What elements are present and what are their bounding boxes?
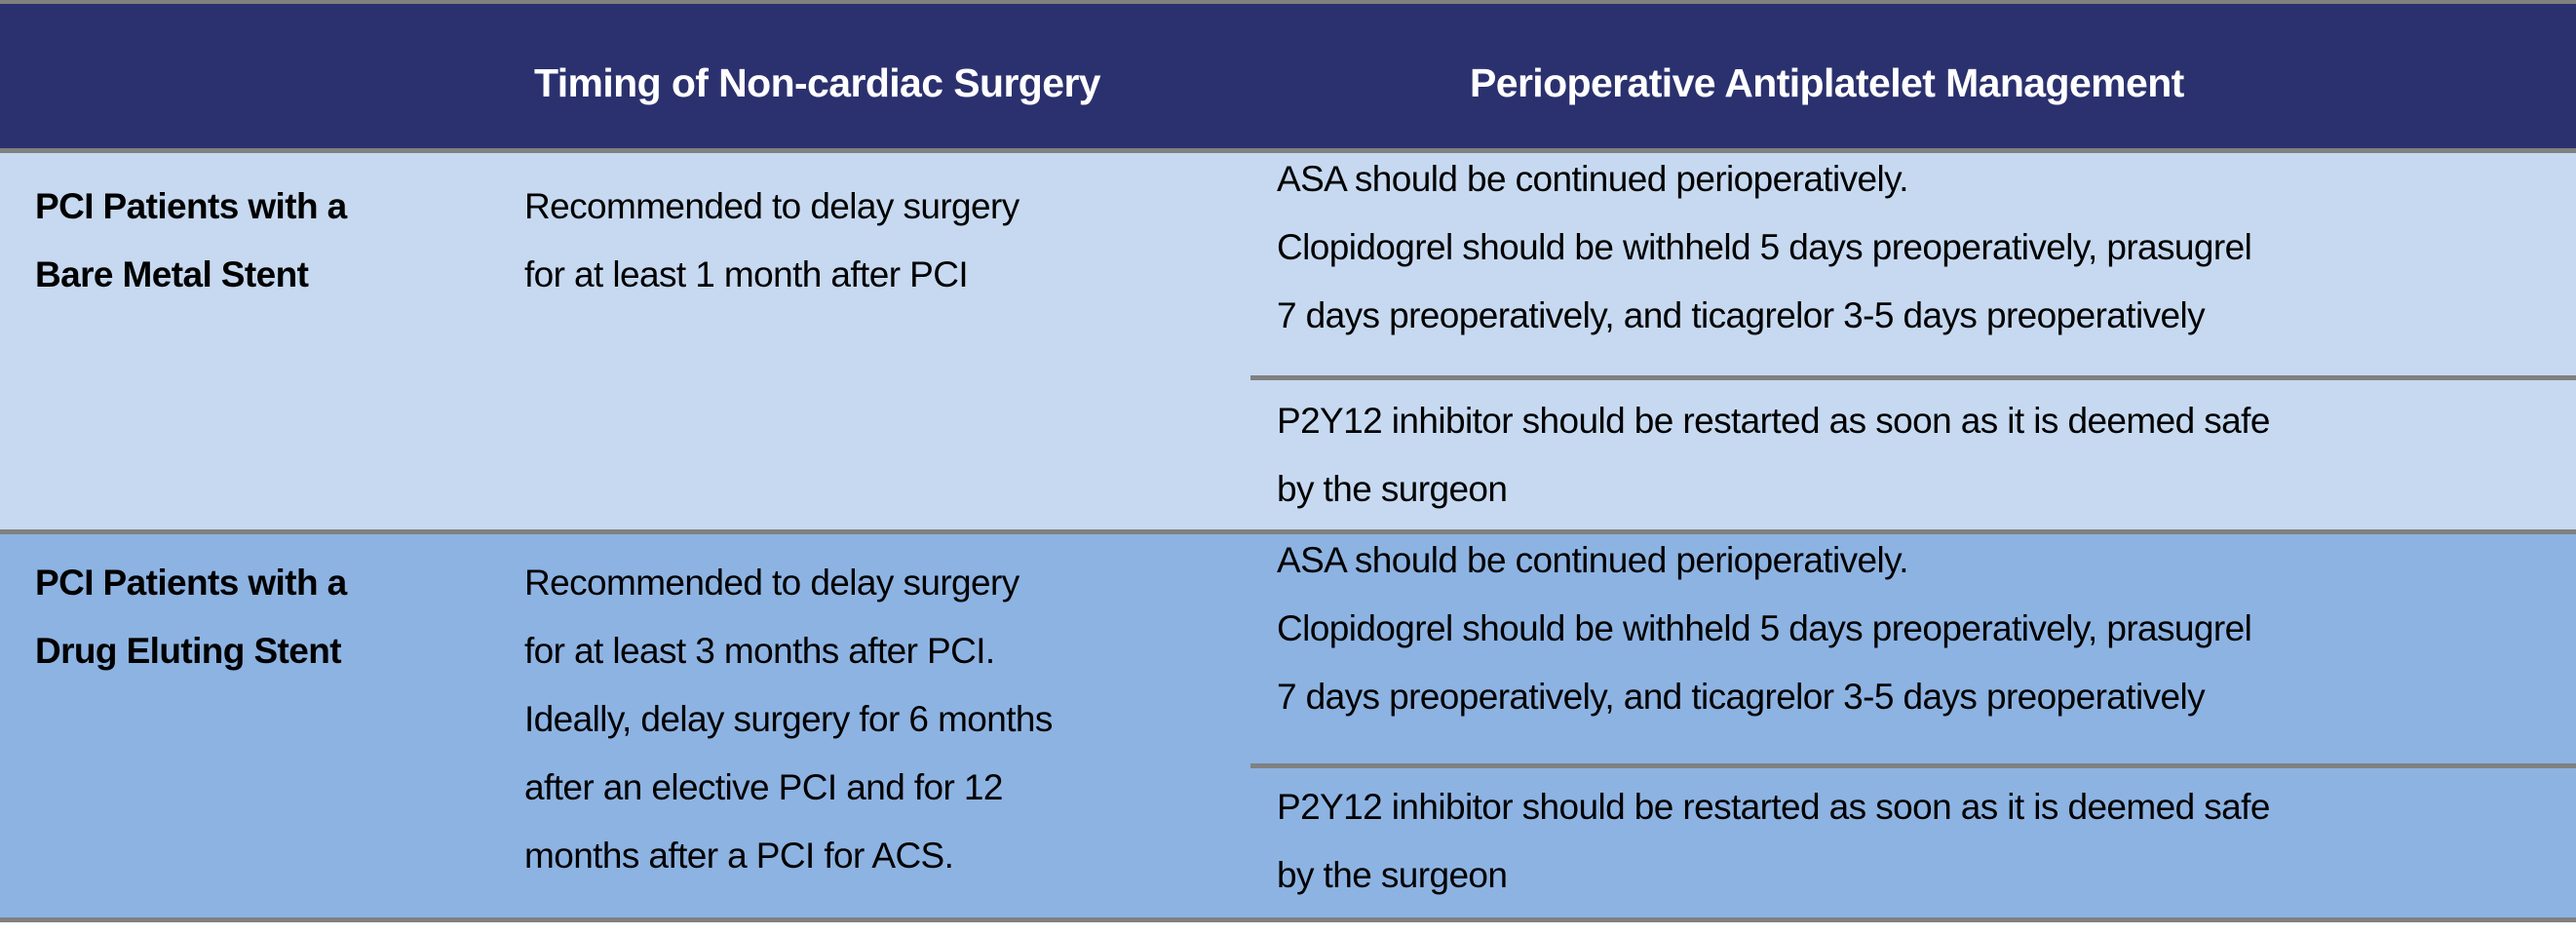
- management-line: P2Y12 inhibitor should be restarted as s…: [1277, 401, 2270, 441]
- timing-line: Recommended to delay surgery: [524, 563, 1019, 603]
- timing-cell: Recommended to delay surgery for at leas…: [524, 173, 1019, 309]
- management-line: 7 days preoperatively, and ticagrelor 3-…: [1277, 677, 2206, 717]
- management-line: by the surgeon: [1277, 469, 1508, 509]
- subrow-border: [1250, 763, 2576, 768]
- table-row-drug-eluting-stent: PCI Patients with a Drug Eluting Stent R…: [0, 534, 2576, 922]
- label-line: Bare Metal Stent: [35, 254, 309, 294]
- management-line: P2Y12 inhibitor should be restarted as s…: [1277, 787, 2270, 827]
- management-cell-hold: ASA should be continued perioperatively.…: [1277, 145, 2252, 350]
- management-line: Clopidogrel should be withheld 5 days pr…: [1277, 608, 2252, 648]
- label-line: PCI Patients with a: [35, 563, 347, 603]
- label-line: Drug Eluting Stent: [35, 631, 342, 671]
- management-cell-hold: ASA should be continued perioperatively.…: [1277, 526, 2252, 731]
- timing-cell: Recommended to delay surgery for at leas…: [524, 549, 1053, 890]
- header-timing: Timing of Non-cardiac Surgery: [534, 60, 1101, 105]
- timing-line: months after a PCI for ACS.: [524, 836, 954, 876]
- timing-line: Ideally, delay surgery for 6 months: [524, 699, 1053, 739]
- table-top-border: [0, 0, 2576, 4]
- row-label: PCI Patients with a Bare Metal Stent: [35, 173, 347, 309]
- timing-line: for at least 1 month after PCI: [524, 254, 969, 294]
- header-management: Perioperative Antiplatelet Management: [1470, 60, 2184, 105]
- timing-line: after an elective PCI and for 12: [524, 767, 1003, 807]
- table-header: Timing of Non-cardiac Surgery Perioperat…: [0, 4, 2576, 153]
- management-line: ASA should be continued perioperatively.: [1277, 540, 1909, 580]
- table-bottom-border: [0, 917, 2576, 922]
- table-row-bare-metal-stent: PCI Patients with a Bare Metal Stent Rec…: [0, 153, 2576, 531]
- header-border: [0, 148, 2576, 153]
- management-cell-restart: P2Y12 inhibitor should be restarted as s…: [1277, 773, 2270, 910]
- subrow-border: [1250, 375, 2576, 380]
- label-line: PCI Patients with a: [35, 186, 347, 226]
- management-line: ASA should be continued perioperatively.: [1277, 159, 1909, 199]
- management-line: Clopidogrel should be withheld 5 days pr…: [1277, 227, 2252, 267]
- management-line: 7 days preoperatively, and ticagrelor 3-…: [1277, 295, 2206, 335]
- management-line: by the surgeon: [1277, 855, 1508, 895]
- row-label: PCI Patients with a Drug Eluting Stent: [35, 549, 347, 685]
- row-border: [0, 529, 2576, 534]
- timing-line: Recommended to delay surgery: [524, 186, 1019, 226]
- management-cell-restart: P2Y12 inhibitor should be restarted as s…: [1277, 387, 2270, 524]
- timing-line: for at least 3 months after PCI.: [524, 631, 995, 671]
